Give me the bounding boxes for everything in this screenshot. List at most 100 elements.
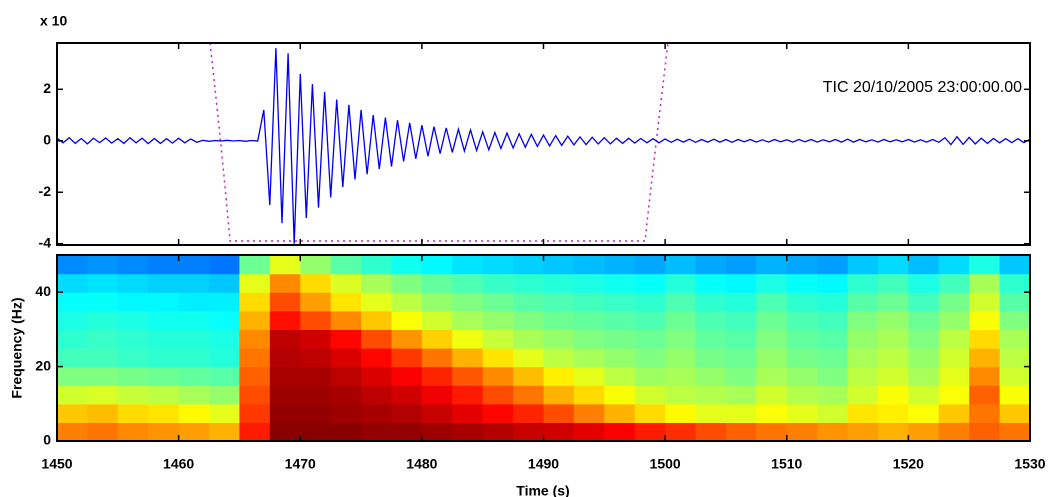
spectrogram-cell: [452, 403, 484, 423]
spectrogram-cell: [908, 348, 940, 368]
spectrogram-cell: [87, 292, 119, 312]
spectrogram-cell: [239, 348, 271, 368]
spectrogram-cell: [786, 329, 818, 349]
spectrogram-cell: [239, 403, 271, 423]
spectrogram-cell: [87, 422, 119, 441]
spectrogram-cell: [209, 273, 241, 293]
spectrogram-cell: [87, 273, 119, 293]
spectrogram-cell: [999, 292, 1030, 312]
spectrogram-cell: [330, 366, 362, 386]
spectrogram-cell: [786, 273, 818, 293]
spectrogram-cell: [969, 422, 1001, 441]
x-tick-label: 1450: [41, 456, 72, 472]
spectrogram-cell: [665, 292, 697, 312]
spectrogram-cell: [330, 273, 362, 293]
spectrogram-cell: [178, 422, 210, 441]
spectrogram-cell: [999, 366, 1030, 386]
spectrogram-cell: [877, 366, 909, 386]
spectrogram-cell: [513, 273, 545, 293]
spectrogram-cell: [57, 329, 89, 349]
spectrogram-cell: [969, 366, 1001, 386]
spectrogram-cell: [87, 403, 119, 423]
spectrogram-cell: [695, 310, 727, 330]
spectrogram-cell: [513, 255, 545, 275]
waveform: [57, 48, 1030, 244]
spectrogram-cell: [543, 366, 575, 386]
spectrogram-cell: [57, 422, 89, 441]
spectrogram-cell: [969, 385, 1001, 405]
spectrogram-cell: [573, 310, 605, 330]
spectrogram-cell: [573, 273, 605, 293]
spectrogram-cell: [209, 310, 241, 330]
spectrogram-cell: [269, 366, 301, 386]
spectrogram-cell: [269, 422, 301, 441]
spectrogram-cell: [999, 273, 1030, 293]
spectrogram-cell: [300, 385, 332, 405]
spectrogram-cell: [665, 403, 697, 423]
spectrogram-cell: [756, 292, 788, 312]
spectrogram-cell: [87, 366, 119, 386]
spectrogram-cell: [269, 310, 301, 330]
spectrogram-cell: [391, 329, 423, 349]
y-tick-label: -4: [39, 234, 52, 250]
spectrogram-cell: [695, 403, 727, 423]
spectrogram-cell: [573, 292, 605, 312]
spectrogram-cell: [57, 403, 89, 423]
spectrogram-cell: [482, 385, 514, 405]
spectrogram-cell: [634, 366, 666, 386]
spectrogram-cell: [756, 310, 788, 330]
taper-window: [209, 42, 669, 242]
spectrogram-cell: [847, 273, 879, 293]
spectrogram-cell: [148, 329, 180, 349]
spectrogram-cell: [209, 366, 241, 386]
spectrogram-cell: [604, 385, 636, 405]
spectrogram-cell: [999, 385, 1030, 405]
spectrogram-cell: [421, 403, 453, 423]
spectrogram-cell: [209, 348, 241, 368]
spectrogram-cell: [148, 422, 180, 441]
spectrogram-cell: [300, 422, 332, 441]
spectrogram-cell: [87, 385, 119, 405]
spectrogram-cell: [300, 292, 332, 312]
spectrogram-cell: [817, 403, 849, 423]
spectrogram-cell: [361, 292, 393, 312]
x-tick-label: 1510: [771, 456, 802, 472]
spectrogram-cell: [725, 310, 757, 330]
spectrogram-cell: [391, 422, 423, 441]
spectrogram-cell: [817, 348, 849, 368]
y-tick-label: 40: [35, 283, 51, 299]
spectrogram-cell: [330, 348, 362, 368]
spectrogram-cell: [725, 255, 757, 275]
spectrogram-cell: [178, 348, 210, 368]
spectrogram-cell: [725, 366, 757, 386]
spectrogram-cell: [908, 385, 940, 405]
x-tick-label: 1500: [650, 456, 681, 472]
spectrogram-cell: [543, 422, 575, 441]
spectrogram-cell: [695, 366, 727, 386]
plot-area: [57, 48, 1030, 244]
spectrogram-cell: [57, 292, 89, 312]
spectrogram-cell: [421, 292, 453, 312]
spectrogram-cell: [269, 273, 301, 293]
y-scale-label: x 10: [40, 13, 67, 29]
spectrogram-cell: [330, 255, 362, 275]
spectrogram-cell: [239, 422, 271, 441]
spectrogram-cell: [938, 273, 970, 293]
spectrogram-cell: [391, 273, 423, 293]
spectrogram-cell: [148, 366, 180, 386]
spectrogram-cell: [482, 292, 514, 312]
spectrogram-cell: [969, 329, 1001, 349]
spectrogram-cell: [604, 422, 636, 441]
spectrogram-cell: [847, 422, 879, 441]
spectrogram-cell: [877, 385, 909, 405]
spectrogram-cell: [513, 329, 545, 349]
spectrogram-cell: [756, 403, 788, 423]
spectrogram-cell: [239, 310, 271, 330]
spectrogram-cell: [543, 255, 575, 275]
spectrogram-cell: [300, 273, 332, 293]
spectrogram-cell: [847, 403, 879, 423]
spectrogram-cell: [999, 310, 1030, 330]
spectrogram-cell: [877, 422, 909, 441]
spectrogram-cell: [482, 348, 514, 368]
spectrogram-cell: [178, 403, 210, 423]
